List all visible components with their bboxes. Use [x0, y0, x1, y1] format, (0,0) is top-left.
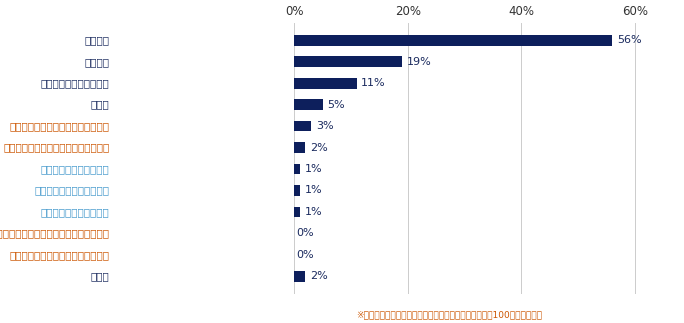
Bar	[294, 164, 300, 174]
Bar	[294, 206, 300, 217]
Text: ネゴシエーションスキル: ネゴシエーションスキル	[40, 207, 109, 217]
Text: リーダーシップ（統率力、調整力）: リーダーシップ（統率力、調整力）	[10, 121, 109, 131]
Text: 1%: 1%	[304, 207, 322, 217]
Bar	[294, 142, 306, 153]
Bar	[294, 185, 300, 196]
Text: 技術力: 技術力	[91, 100, 109, 109]
Text: 19%: 19%	[406, 57, 432, 67]
Text: コミュニケーション能力: コミュニケーション能力	[40, 78, 109, 88]
Text: ※小数点以下を四捨五入しているため、必ずしも合計が100にならない。: ※小数点以下を四捨五入しているため、必ずしも合計が100にならない。	[356, 311, 542, 320]
Text: 11%: 11%	[361, 78, 386, 88]
Text: ファシリテーションスキル: ファシリテーションスキル	[34, 185, 109, 195]
Text: 5%: 5%	[327, 100, 345, 109]
Text: クリティカルシンキング: クリティカルシンキング	[40, 164, 109, 174]
Text: 専門知識: 専門知識	[84, 57, 109, 67]
Text: 1%: 1%	[304, 164, 322, 174]
Bar	[294, 271, 306, 282]
Text: 0%: 0%	[295, 228, 313, 238]
Text: モデル化（仕組みを単純化して図に表わす）: モデル化（仕組みを単純化して図に表わす）	[0, 228, 109, 238]
Text: 1%: 1%	[304, 185, 322, 195]
Text: 0%: 0%	[295, 250, 313, 260]
Bar	[294, 121, 311, 131]
Text: 業務経験: 業務経験	[84, 35, 109, 45]
Bar	[294, 57, 402, 67]
Text: 3%: 3%	[316, 121, 333, 131]
Text: その他: その他	[91, 271, 109, 281]
Text: 類推（核心をとらえ他に適用する）: 類推（核心をとらえ他に適用する）	[10, 250, 109, 260]
Bar	[294, 35, 612, 46]
Text: 定義化（本質をつかみ言葉で表わす）: 定義化（本質をつかみ言葉で表わす）	[3, 142, 109, 152]
Bar	[294, 99, 323, 110]
Text: 2%: 2%	[310, 142, 328, 152]
Text: 56%: 56%	[617, 35, 642, 45]
Bar	[294, 78, 356, 89]
Text: 2%: 2%	[310, 271, 328, 281]
